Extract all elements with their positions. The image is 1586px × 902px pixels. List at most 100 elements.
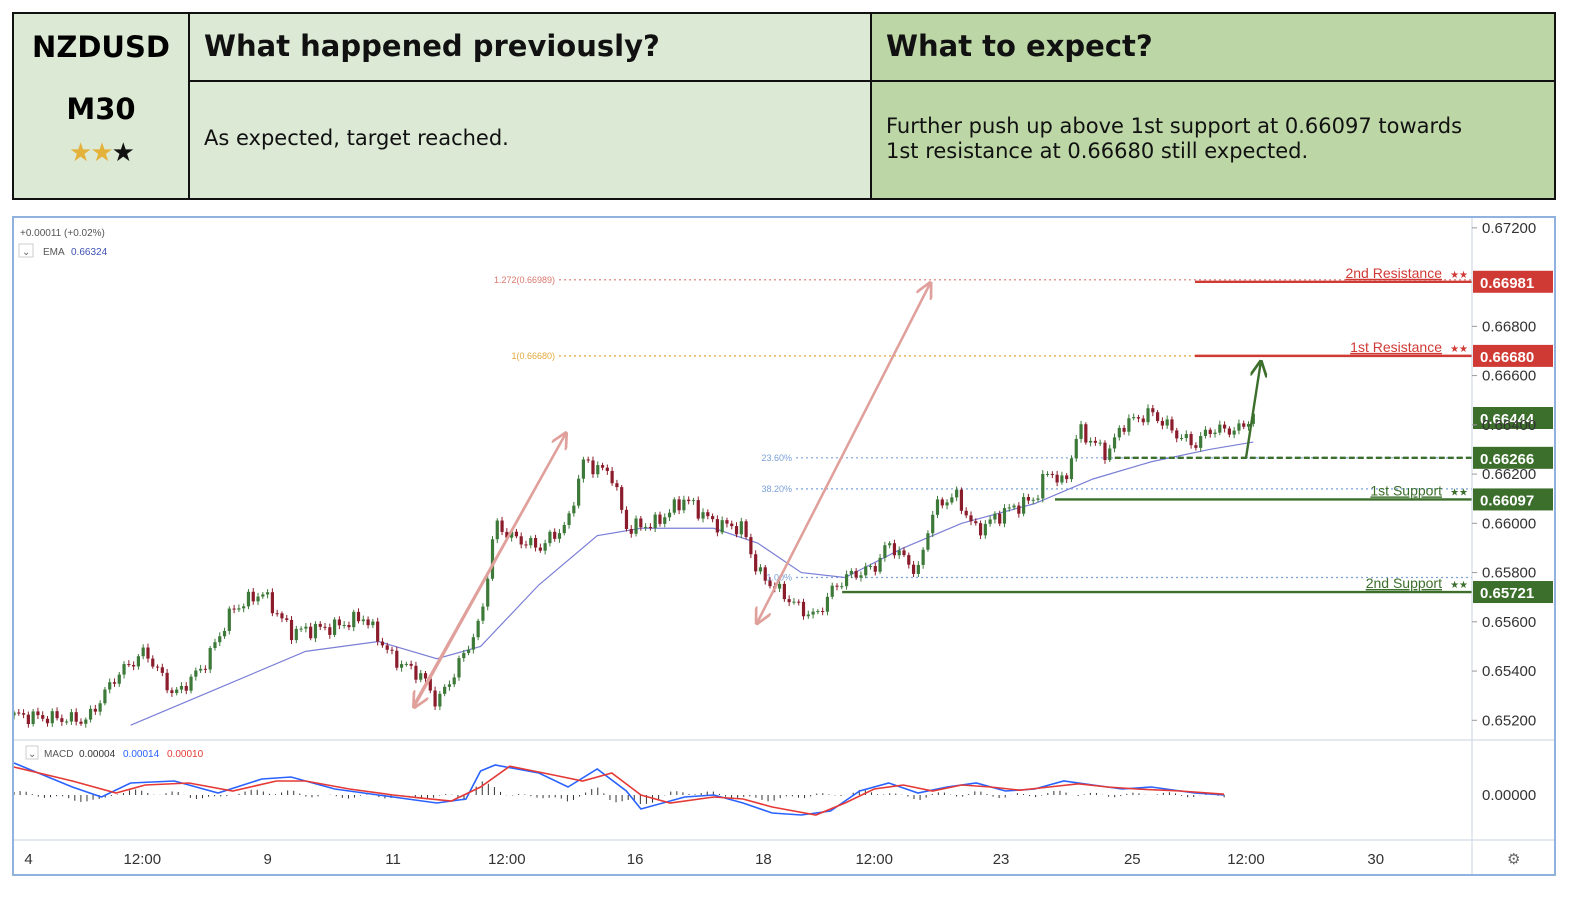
candle-body	[620, 487, 624, 510]
candle-body	[864, 566, 868, 576]
candle-body	[419, 673, 423, 680]
y-tick-label: 0.65200	[1482, 712, 1536, 729]
previous-body-cell: As expected, target reached.	[190, 82, 872, 198]
x-tick-label: 18	[755, 851, 772, 868]
ema-label: EMA	[43, 247, 65, 258]
candle-body	[983, 523, 987, 536]
candle-body	[577, 478, 581, 506]
candle-body	[194, 670, 198, 677]
candle-body	[663, 517, 667, 524]
candle-body	[1132, 417, 1136, 419]
candle-body	[797, 601, 801, 603]
candle-body	[160, 667, 164, 673]
candle-body	[682, 499, 686, 511]
candle-body	[629, 529, 633, 534]
level-price-label: 0.66680	[1480, 349, 1534, 366]
candle-body	[873, 566, 877, 572]
previous-title: What happened previously?	[204, 29, 660, 63]
candle-body	[1117, 427, 1121, 438]
candle-body	[304, 626, 308, 629]
candle-body	[376, 621, 380, 642]
candle-body	[1232, 430, 1236, 435]
candle-body	[801, 601, 806, 617]
macd-value-3: 0.00010	[167, 749, 204, 760]
candle-body	[648, 526, 652, 529]
candle-body	[605, 467, 609, 471]
level-name: 1st Resistance	[1350, 339, 1442, 355]
y-tick-label: 0.65800	[1482, 565, 1536, 582]
candle-body	[21, 713, 26, 715]
candle-body	[634, 518, 638, 534]
candle-body	[112, 682, 117, 684]
candle-body	[940, 499, 944, 506]
x-tick-label: 16	[627, 851, 644, 868]
candle-body	[859, 575, 863, 578]
x-tick-label: 11	[385, 851, 401, 868]
candle-body	[782, 583, 786, 600]
candle-body	[811, 611, 815, 615]
candle-body	[1156, 412, 1160, 421]
candle-body	[237, 608, 241, 610]
price-chart-panel[interactable]: 1.272(0.66989)1(0.66680)23.60%38.20%1.00…	[12, 216, 1556, 876]
candle-body	[993, 513, 997, 520]
candle-body	[955, 489, 959, 498]
fib-label: 1(0.66680)	[511, 351, 555, 361]
candle-body	[414, 665, 418, 680]
candle-body	[199, 668, 203, 671]
candle-body	[60, 718, 64, 722]
price-chart[interactable]: 1.272(0.66989)1(0.66680)23.60%38.20%1.00…	[12, 218, 1554, 874]
candle-body	[763, 567, 767, 581]
collapse-legend-button[interactable]	[18, 243, 34, 258]
candle-body	[711, 516, 715, 520]
candle-body	[1055, 474, 1059, 483]
candle-body	[486, 578, 490, 607]
x-tick-label: 9	[264, 851, 272, 868]
candle-body	[1251, 413, 1255, 424]
candle-body	[218, 636, 222, 643]
candle-body	[998, 513, 1002, 524]
expect-header-cell: What to expect?	[872, 14, 1554, 82]
candle-body	[261, 594, 265, 597]
candle-body	[768, 580, 772, 587]
analysis-header-table: NZDUSD M30 ★★★ What happened previously?…	[12, 12, 1556, 200]
candle-body	[935, 499, 940, 515]
candle-body	[557, 533, 562, 539]
expect-title: What to expect?	[886, 29, 1153, 63]
collapse-macd-button[interactable]	[25, 745, 39, 760]
y-tick-label: 0.66600	[1482, 368, 1536, 385]
level-stars: ★★	[1450, 344, 1468, 355]
candle-body	[1199, 435, 1203, 448]
candle-body	[395, 650, 399, 668]
candle-body	[1208, 429, 1212, 435]
candle-body	[1122, 427, 1126, 432]
candle-body	[79, 721, 83, 724]
fib-label: 1.272(0.66989)	[494, 275, 555, 285]
candle-body	[93, 708, 97, 712]
candle-body	[208, 648, 212, 670]
candle-body	[309, 626, 313, 639]
candle-body	[892, 543, 897, 556]
candle-body	[275, 613, 279, 615]
candle-body	[1031, 499, 1035, 501]
candle-body	[65, 721, 69, 723]
x-tick-label: 25	[1124, 851, 1141, 868]
candle-body	[380, 641, 385, 646]
candle-body	[519, 536, 523, 545]
macd-label: MACD	[44, 749, 73, 760]
candle-body	[978, 523, 983, 536]
candle-body	[294, 628, 298, 641]
candle-body	[1103, 442, 1107, 461]
gear-icon[interactable]: ⚙	[1507, 851, 1520, 868]
ema-value: 0.66324	[71, 247, 108, 258]
candle-body	[902, 550, 906, 556]
ema-line	[130, 441, 1254, 726]
candle-body	[41, 715, 45, 719]
candle-body	[165, 672, 169, 691]
candle-body	[289, 619, 294, 641]
candle-body	[725, 520, 729, 524]
y-tick-label: 0.65600	[1482, 614, 1536, 631]
candle-body	[1146, 408, 1150, 423]
candle-body	[84, 719, 88, 724]
expect-body-cell: Further push up above 1st support at 0.6…	[872, 82, 1554, 198]
candle-body	[31, 711, 35, 725]
